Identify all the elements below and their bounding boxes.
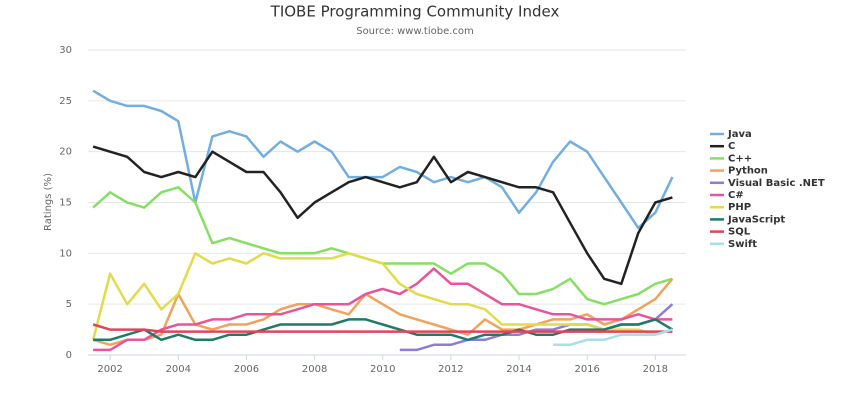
series-line bbox=[93, 318, 674, 342]
x-tick-label: 2008 bbox=[302, 364, 327, 375]
x-tick-label: 2018 bbox=[643, 364, 668, 375]
series-line bbox=[92, 145, 673, 286]
legend-label: JavaScript bbox=[727, 214, 785, 225]
y-tick-label: 10 bbox=[59, 248, 72, 259]
series-line bbox=[93, 267, 673, 352]
chart-subtitle: Source: www.tiobe.com bbox=[356, 26, 474, 37]
legend-label: Swift bbox=[728, 239, 757, 250]
y-tick-label: 25 bbox=[59, 96, 72, 107]
series-line bbox=[92, 323, 673, 333]
x-tick-label: 2004 bbox=[166, 364, 191, 375]
legend-label: C bbox=[728, 141, 735, 152]
legend-label: C++ bbox=[728, 153, 752, 164]
chart-title: TIOBE Programming Community Index bbox=[270, 3, 560, 21]
y-tick-label: 15 bbox=[59, 198, 72, 209]
series-line bbox=[553, 328, 673, 347]
legend-label: C# bbox=[728, 190, 744, 201]
x-tick-label: 2002 bbox=[97, 364, 122, 375]
legend-label: Visual Basic .NET bbox=[728, 178, 825, 189]
legend-label: Java bbox=[727, 129, 752, 140]
y-axis-label: Ratings (%) bbox=[43, 173, 54, 231]
y-tick-label: 0 bbox=[66, 350, 72, 361]
series-line bbox=[91, 252, 673, 341]
legend-label: Python bbox=[728, 166, 768, 177]
x-tick-label: 2010 bbox=[370, 364, 395, 375]
y-tick-label: 20 bbox=[59, 147, 72, 158]
series-line bbox=[92, 277, 674, 347]
y-tick-label: 5 bbox=[66, 299, 72, 310]
x-tick-label: 2016 bbox=[574, 364, 599, 375]
x-tick-label: 2014 bbox=[506, 364, 531, 375]
x-tick-label: 2006 bbox=[234, 364, 259, 375]
legend-label: SQL bbox=[728, 227, 751, 238]
legend-label: PHP bbox=[728, 202, 751, 213]
x-tick-label: 2012 bbox=[438, 364, 463, 375]
y-tick-label: 30 bbox=[59, 45, 72, 56]
